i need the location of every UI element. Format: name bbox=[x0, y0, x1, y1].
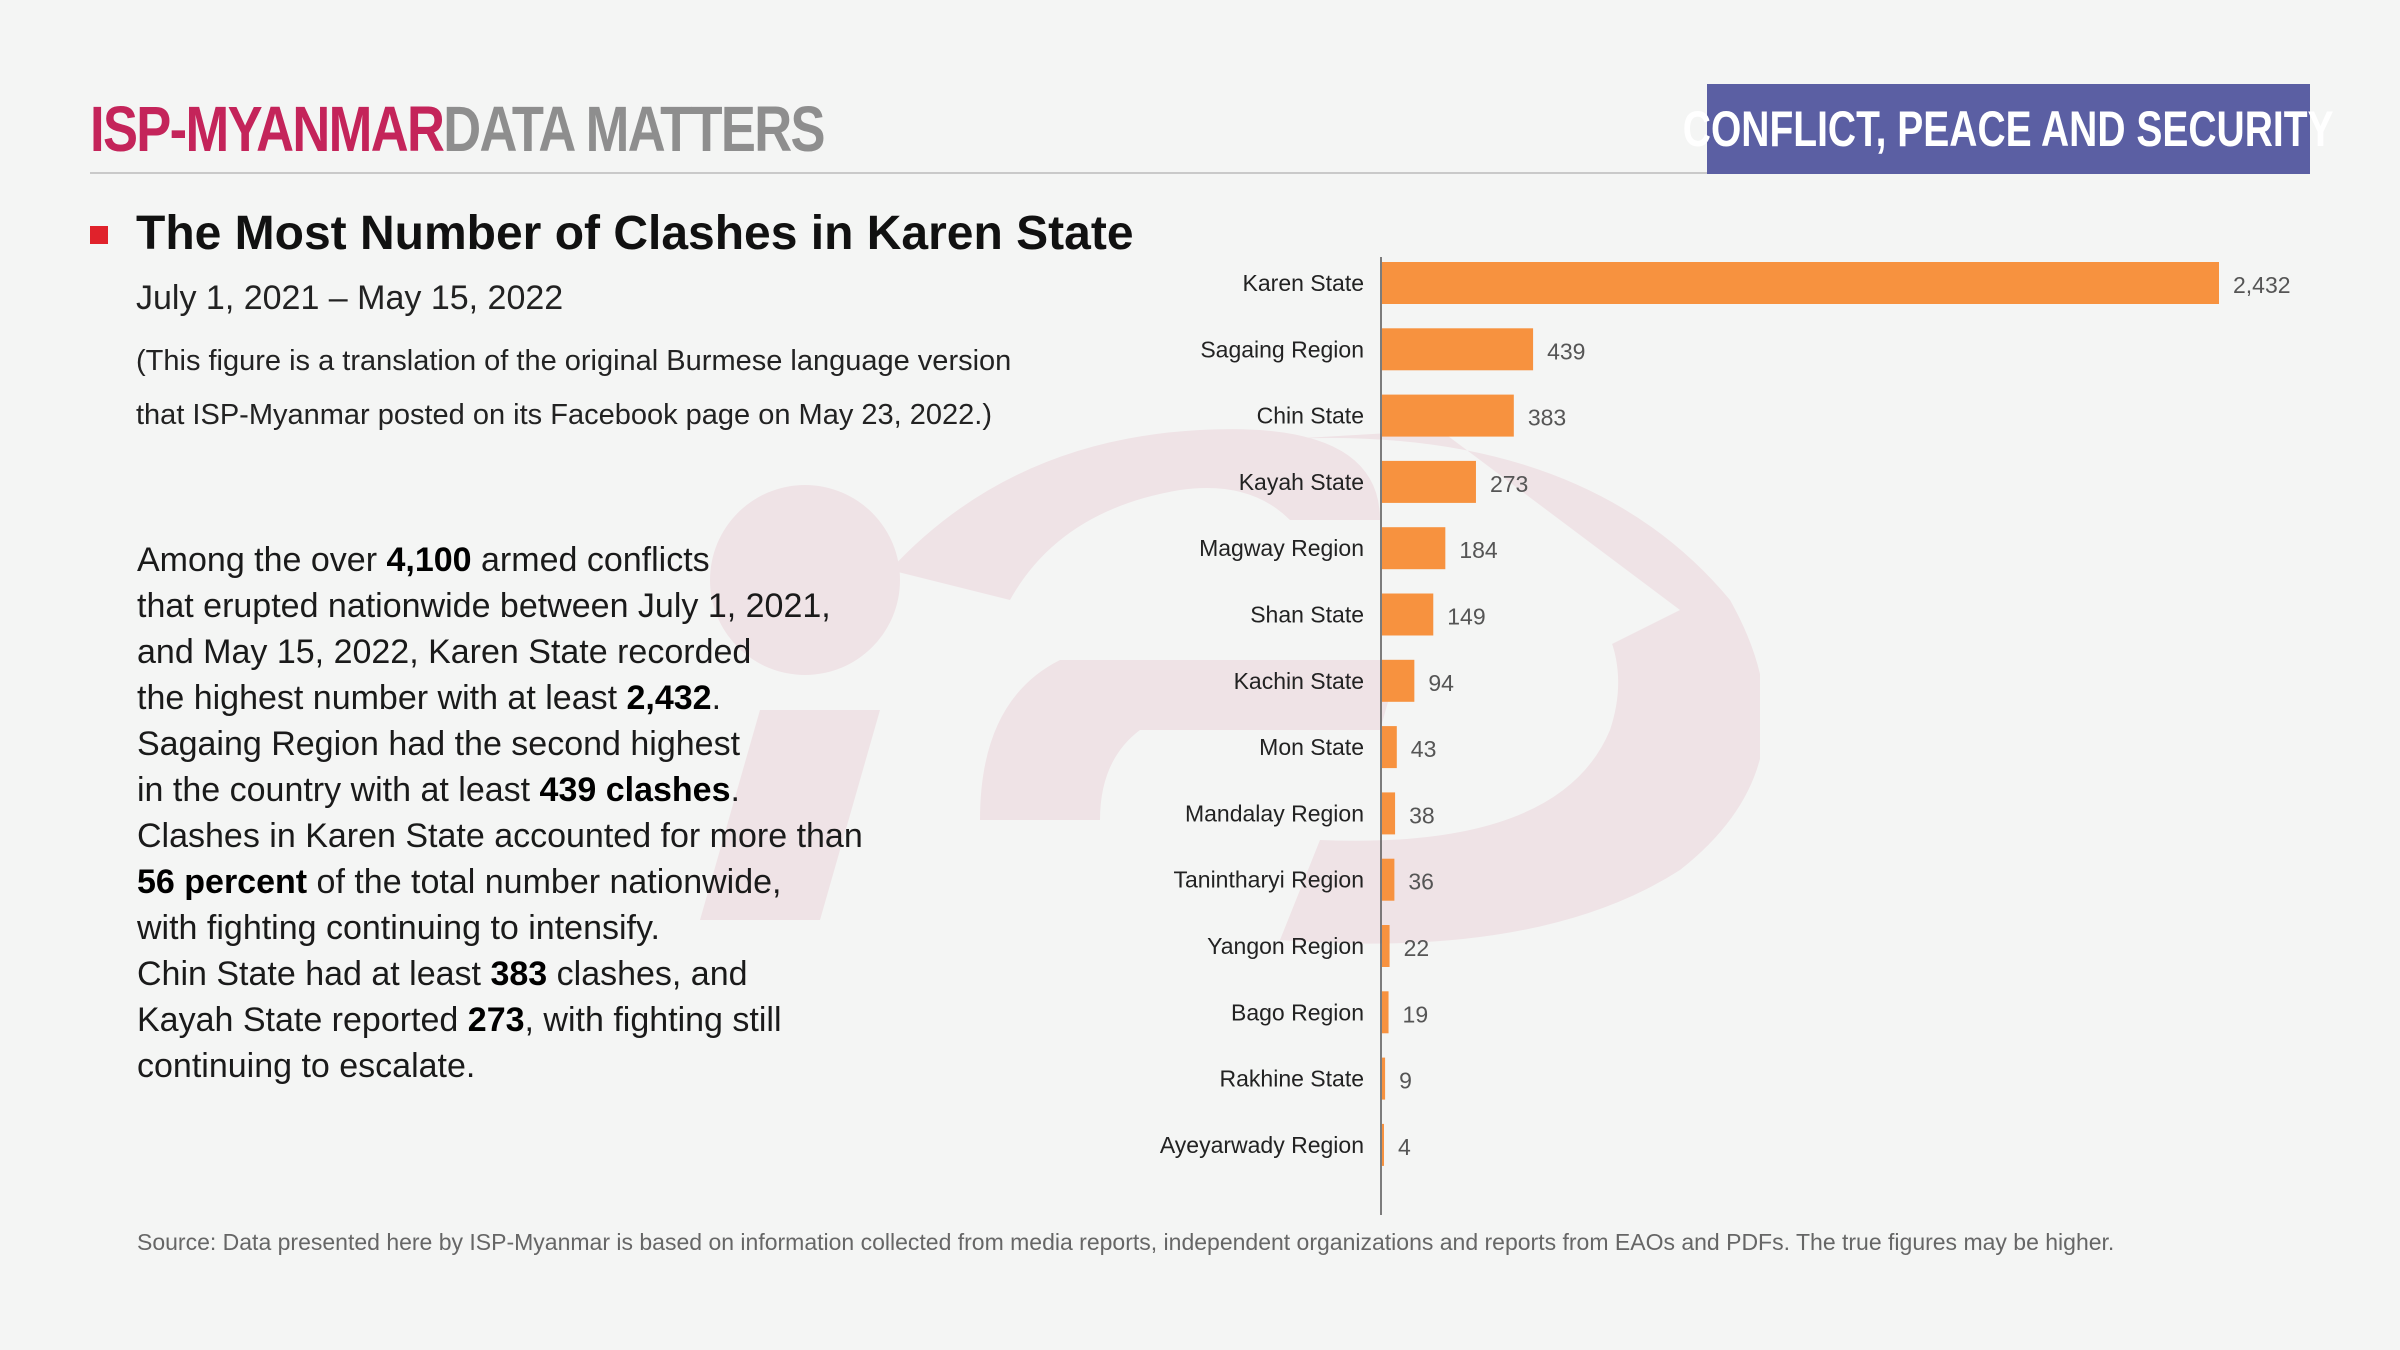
value-label: 38 bbox=[1409, 802, 1435, 828]
summary-line: and May 15, 2022, Karen State recorded bbox=[137, 633, 752, 671]
value-label: 149 bbox=[1447, 604, 1485, 630]
category-label: Mon State bbox=[1259, 734, 1364, 760]
date-range: July 1, 2021 – May 15, 2022 bbox=[136, 279, 564, 317]
bar bbox=[1382, 527, 1446, 570]
brand-primary: ISP-MYANMAR bbox=[90, 93, 445, 165]
page-title: The Most Number of Clashes in Karen Stat… bbox=[136, 207, 1134, 260]
value-label: 94 bbox=[1428, 670, 1454, 696]
category-label: Shan State bbox=[1250, 602, 1364, 628]
category-label: Rakhine State bbox=[1220, 1066, 1364, 1092]
value-label: 273 bbox=[1490, 471, 1528, 497]
summary-line: Kayah State reported 273, with fighting … bbox=[137, 1001, 782, 1039]
summary-line: continuing to escalate. bbox=[137, 1047, 476, 1085]
bar bbox=[1382, 1123, 1384, 1166]
translation-note-line2: that ISP-Myanmar posted on its Facebook … bbox=[136, 399, 992, 431]
brand-logo: ISP-MYANMARDATA MATTERS bbox=[90, 92, 826, 166]
bar bbox=[1382, 1057, 1386, 1100]
summary-line: Among the over 4,100 armed conflicts bbox=[137, 541, 710, 579]
brand-secondary: DATA MATTERS bbox=[443, 93, 825, 165]
bar bbox=[1382, 659, 1415, 702]
summary-line: the highest number with at least 2,432. bbox=[137, 679, 722, 717]
summary-line: that erupted nationwide between July 1, … bbox=[137, 587, 831, 625]
bar bbox=[1382, 726, 1397, 769]
bar bbox=[1382, 394, 1514, 437]
value-label: 184 bbox=[1459, 537, 1498, 563]
value-label: 22 bbox=[1404, 935, 1430, 961]
summary-line: 56 percent of the total number nationwid… bbox=[137, 863, 782, 901]
category-label: CONFLICT, PEACE AND SECURITY bbox=[1683, 101, 2334, 157]
category-label: Magway Region bbox=[1199, 535, 1364, 561]
summary-line: with fighting continuing to intensify. bbox=[137, 909, 660, 947]
title-bullet bbox=[90, 226, 108, 244]
bar bbox=[1382, 991, 1389, 1034]
category-badge: CONFLICT, PEACE AND SECURITY bbox=[1683, 84, 2334, 174]
value-label: 2,432 bbox=[2233, 272, 2291, 298]
category-label: Ayeyarwady Region bbox=[1160, 1132, 1364, 1158]
value-label: 36 bbox=[1408, 869, 1434, 895]
category-label: Karen State bbox=[1243, 270, 1364, 296]
value-label: 9 bbox=[1399, 1068, 1412, 1094]
value-label: 4 bbox=[1398, 1134, 1411, 1160]
category-label: Tanintharyi Region bbox=[1173, 867, 1364, 893]
source-note: Source: Data presented here by ISP-Myanm… bbox=[137, 1229, 2115, 1255]
bar bbox=[1382, 460, 1476, 503]
value-label: 439 bbox=[1547, 338, 1585, 364]
bar bbox=[1382, 262, 2219, 304]
summary-line: in the country with at least 439 clashes… bbox=[137, 771, 740, 809]
header-divider bbox=[90, 172, 1710, 174]
value-label: 383 bbox=[1528, 405, 1566, 431]
category-label: Kayah State bbox=[1239, 469, 1364, 495]
bar bbox=[1382, 328, 1534, 371]
translation-note-line1: (This figure is a translation of the ori… bbox=[136, 345, 1012, 377]
summary-line: Chin State had at least 383 clashes, and bbox=[137, 955, 748, 993]
bar bbox=[1382, 593, 1434, 636]
category-label: Chin State bbox=[1257, 403, 1364, 429]
value-label: 43 bbox=[1411, 736, 1437, 762]
bar bbox=[1382, 858, 1395, 901]
category-label: Mandalay Region bbox=[1185, 800, 1364, 826]
translation-note: (This figure is a translation of the ori… bbox=[136, 334, 1011, 442]
category-label: Yangon Region bbox=[1207, 933, 1364, 959]
category-label: Kachin State bbox=[1234, 668, 1364, 694]
summary-paragraph: Among the over 4,100 armed conflicts tha… bbox=[137, 537, 863, 1089]
category-label: Bago Region bbox=[1231, 999, 1364, 1025]
summary-line: Clashes in Karen State accounted for mor… bbox=[137, 817, 863, 855]
category-label: Sagaing Region bbox=[1200, 336, 1364, 362]
bar bbox=[1382, 792, 1396, 835]
value-label: 19 bbox=[1403, 1001, 1429, 1027]
bar bbox=[1382, 925, 1390, 967]
summary-line: Sagaing Region had the second highest bbox=[137, 725, 741, 763]
